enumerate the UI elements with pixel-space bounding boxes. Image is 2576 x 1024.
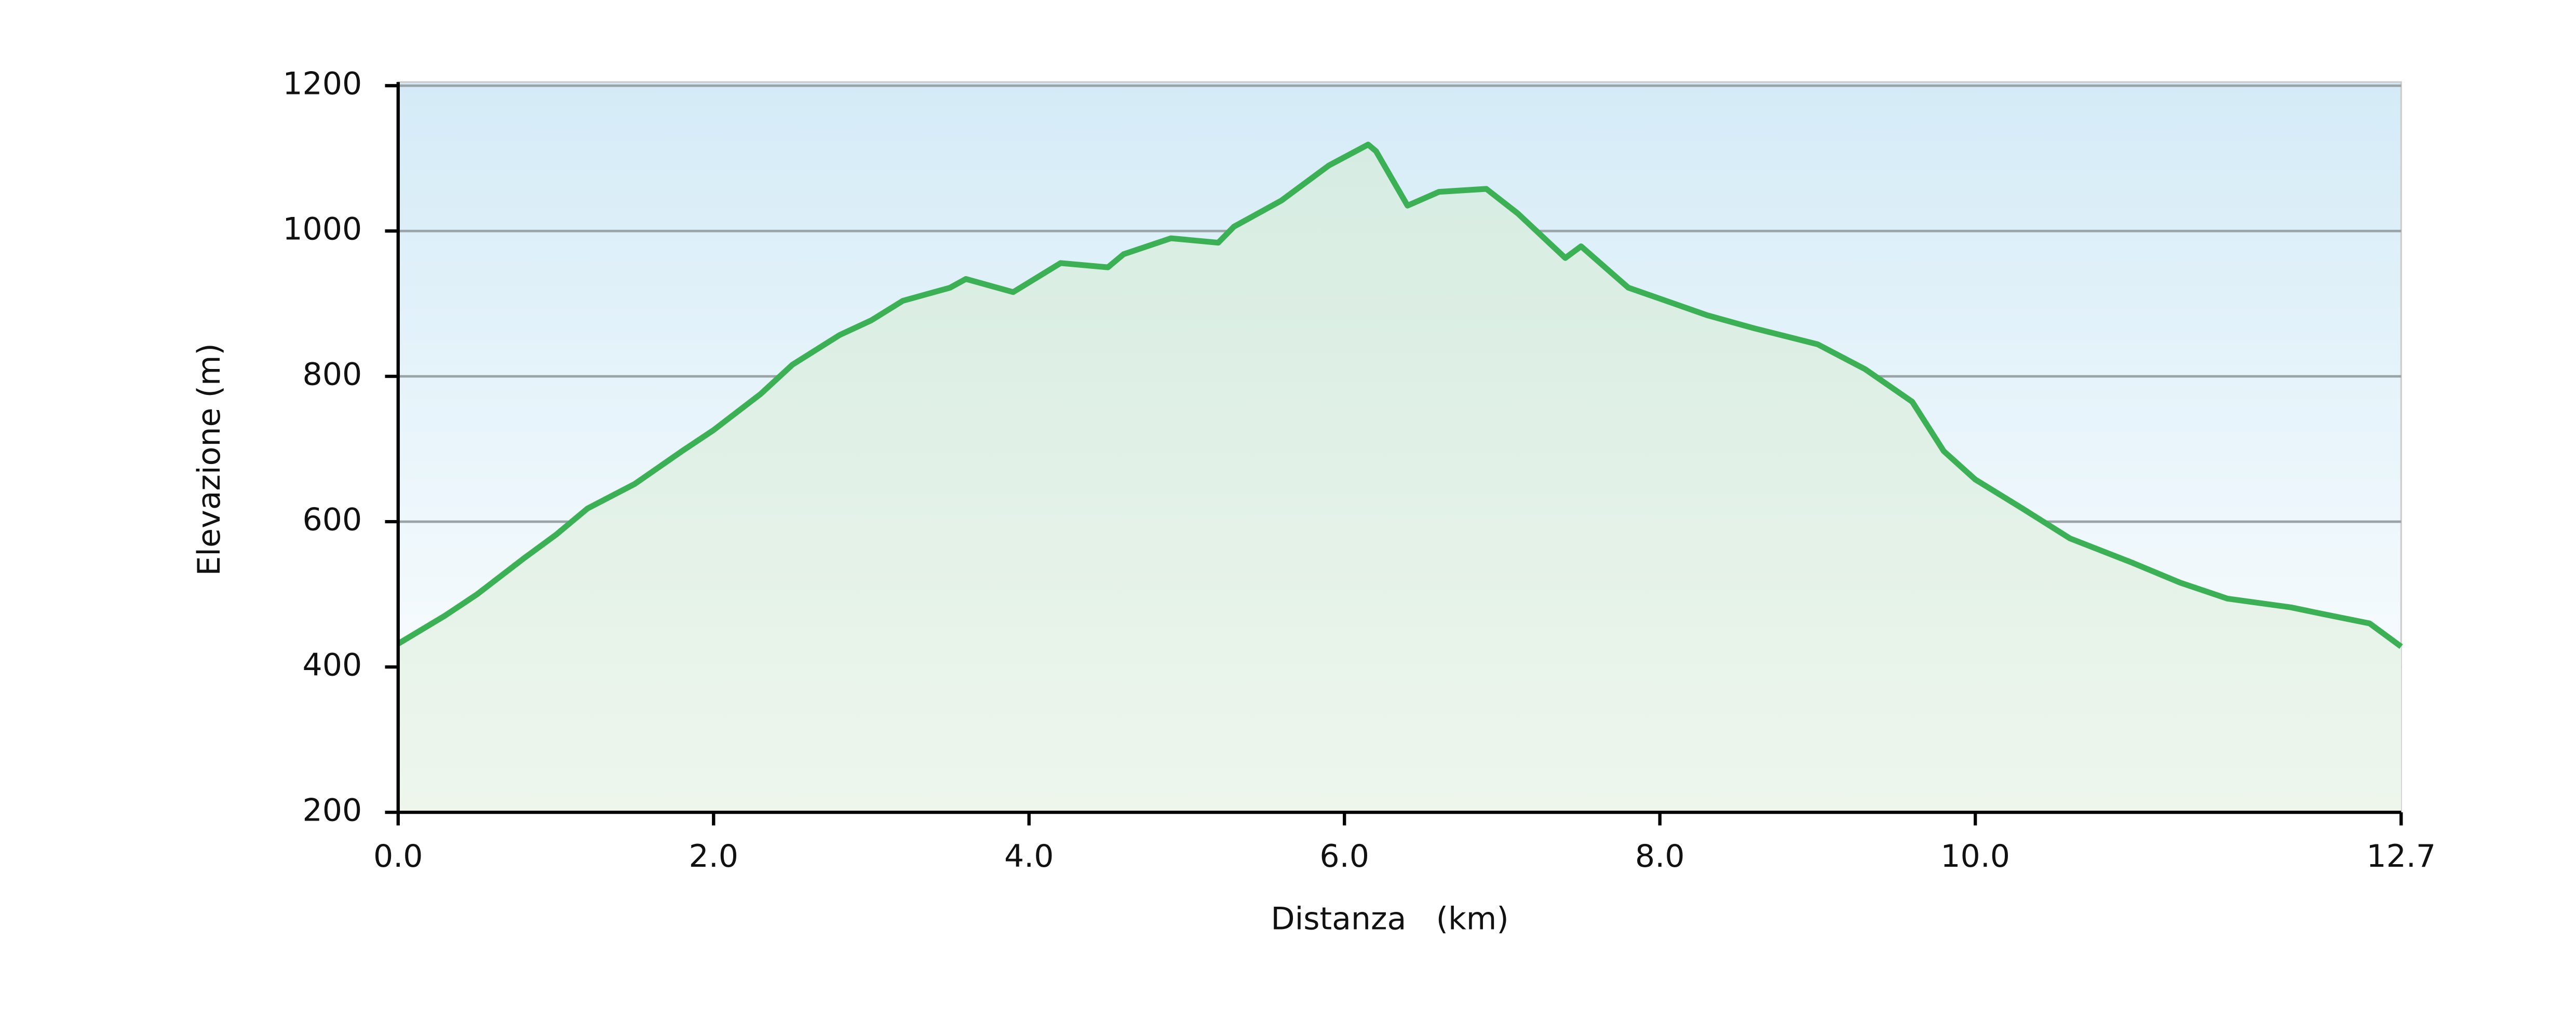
elevation-line: [396, 142, 2403, 649]
x-tick-label: 10.0: [1940, 838, 2010, 875]
x-tick-label: 0.0: [373, 838, 423, 875]
y-tick-label: 400: [303, 647, 362, 684]
x-tick-label: 4.0: [1004, 838, 1054, 875]
y-tick-label: 600: [303, 502, 362, 538]
x-tick-label: 12.7: [2366, 838, 2436, 875]
x-tick-label: 8.0: [1635, 838, 1685, 875]
x-tick-label: 6.0: [1319, 838, 1369, 875]
y-tick-label: 800: [303, 357, 362, 393]
y-axis-title: Elevazione (m): [191, 343, 227, 576]
x-tick-label: 2.0: [689, 838, 738, 875]
x-axis-title: Distanza (km): [1271, 900, 1508, 937]
y-tick-label: 200: [303, 793, 362, 829]
y-tick-label: 1200: [282, 66, 362, 102]
area-fill: [398, 144, 2402, 813]
y-tick-label: 1000: [282, 211, 362, 248]
